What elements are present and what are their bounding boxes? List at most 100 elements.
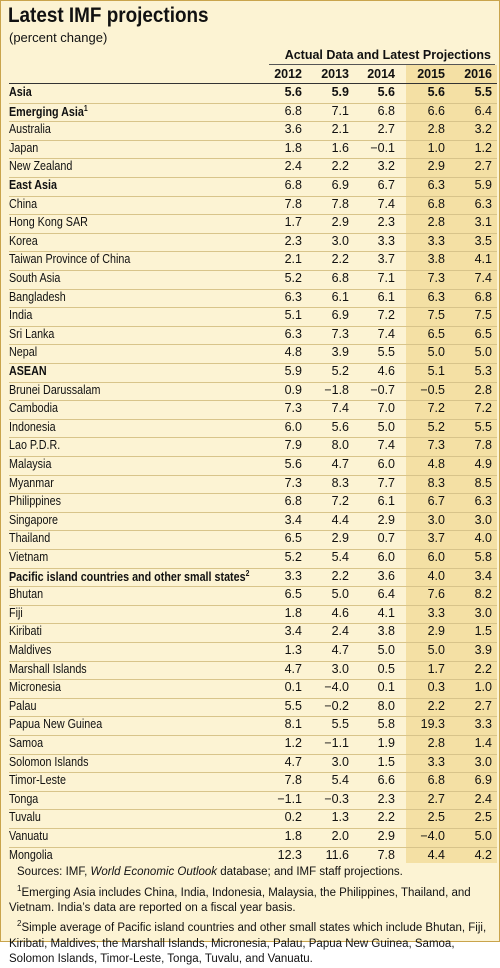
text: Singapore [9, 512, 59, 527]
cell: 5.6 [284, 85, 302, 99]
cell: 5.1 [284, 308, 302, 323]
cell: 6.3 [427, 289, 445, 304]
cell: 7.4 [377, 326, 395, 341]
cell: −4.0 [420, 829, 445, 843]
cell: −4.0 [324, 680, 349, 695]
rule [9, 567, 497, 569]
cell: 6.1 [331, 289, 349, 304]
cell: 4.2 [474, 847, 492, 862]
row-label: Micronesia [9, 680, 61, 694]
cell: 2.7 [377, 122, 395, 137]
cell: 3.8 [427, 252, 445, 267]
rule [9, 753, 497, 755]
cell: 6.5 [474, 326, 492, 341]
cell: 6.7 [427, 494, 445, 509]
marker: 2 [17, 919, 22, 929]
cell: 7.0 [377, 401, 395, 416]
text: Papua New Guinea [9, 717, 103, 732]
cell: 2.3 [284, 233, 302, 248]
cell: 5.0 [377, 419, 395, 434]
cell: 2.2 [331, 159, 349, 174]
rule [9, 102, 497, 104]
cell: 1.8 [284, 140, 302, 155]
cell: 5.0 [474, 829, 492, 843]
text: Timor-Leste [9, 773, 66, 788]
text: Vietnam [9, 550, 49, 564]
cell: 7.8 [331, 196, 349, 211]
rule [269, 64, 495, 65]
cell: 5.9 [284, 364, 302, 378]
cell: 3.9 [331, 345, 349, 360]
cell: 2.9 [427, 159, 445, 174]
cell: 4.9 [474, 457, 492, 471]
row-label: Maldives [9, 643, 51, 657]
cell: 2.3 [377, 215, 395, 230]
cell: 3.0 [331, 661, 349, 676]
row-label: Japan [9, 141, 38, 155]
subtitle: (percent change) [9, 30, 108, 45]
cell: 2.8 [474, 382, 492, 397]
cell: 1.7 [427, 661, 445, 676]
cell: 6.8 [427, 196, 445, 211]
text: Philippines [9, 494, 62, 509]
text: East Asia [9, 178, 58, 192]
text: Lao P.D.R. [9, 438, 61, 453]
cell: 3.7 [377, 252, 395, 267]
cell: 4.0 [474, 531, 492, 546]
rule [9, 363, 497, 364]
cell: 8.0 [331, 438, 349, 453]
cell: 6.4 [474, 103, 492, 118]
cell: 6.8 [474, 289, 492, 304]
cell: 1.8 [284, 605, 302, 620]
row-label: Sri Lanka [9, 327, 54, 341]
cell: 1.2 [474, 140, 492, 155]
cell: 1.3 [331, 810, 349, 825]
cell: 4.7 [284, 754, 302, 769]
cell: 5.6 [427, 85, 445, 99]
row-label: New Zealand [9, 159, 72, 173]
rule [9, 251, 497, 253]
cell: 8.3 [331, 475, 349, 490]
cell: 2.9 [377, 512, 395, 527]
text: Australia [9, 122, 51, 137]
text: Cambodia [9, 401, 59, 416]
row-label: Samoa [9, 736, 43, 750]
marker: 1 [83, 103, 88, 113]
cell: 6.6 [427, 103, 445, 118]
cell: 5.4 [331, 550, 349, 564]
cell: 6.0 [284, 419, 302, 434]
row-label: ASEAN [9, 364, 47, 378]
text: Emerging Asia [9, 104, 84, 119]
cell: 3.9 [474, 643, 492, 657]
cell: 2.2 [331, 568, 349, 583]
cell: 3.4 [284, 512, 302, 527]
text: Taiwan Province of China [9, 252, 131, 267]
row-label: Bhutan [9, 587, 43, 601]
cell: 7.3 [427, 271, 445, 285]
cell: 7.8 [377, 847, 395, 862]
cell: 12.3 [277, 847, 302, 862]
cell: 5.6 [377, 85, 395, 99]
cell: 6.3 [474, 196, 492, 211]
cell: 1.8 [284, 829, 302, 843]
rule [9, 511, 497, 513]
cell: 1.7 [284, 215, 302, 230]
rule [9, 381, 497, 383]
cell: 2.7 [474, 698, 492, 713]
cell: 2.4 [474, 791, 492, 806]
marker: 2 [245, 568, 250, 578]
row-label: China [9, 197, 37, 211]
cell: 6.8 [427, 773, 445, 788]
text: Hong Kong SAR [9, 215, 88, 230]
text: Bangladesh [9, 289, 66, 304]
cell: 3.3 [427, 605, 445, 620]
cell: 4.6 [331, 605, 349, 620]
cell: 1.0 [427, 140, 445, 155]
cell: 2.8 [427, 215, 445, 230]
row-label: Hong Kong SAR [9, 215, 88, 229]
rule [9, 288, 497, 290]
cell: 7.9 [284, 438, 302, 453]
cell: 4.1 [377, 605, 395, 620]
row-label: Cambodia [9, 401, 58, 415]
rule [9, 214, 497, 216]
